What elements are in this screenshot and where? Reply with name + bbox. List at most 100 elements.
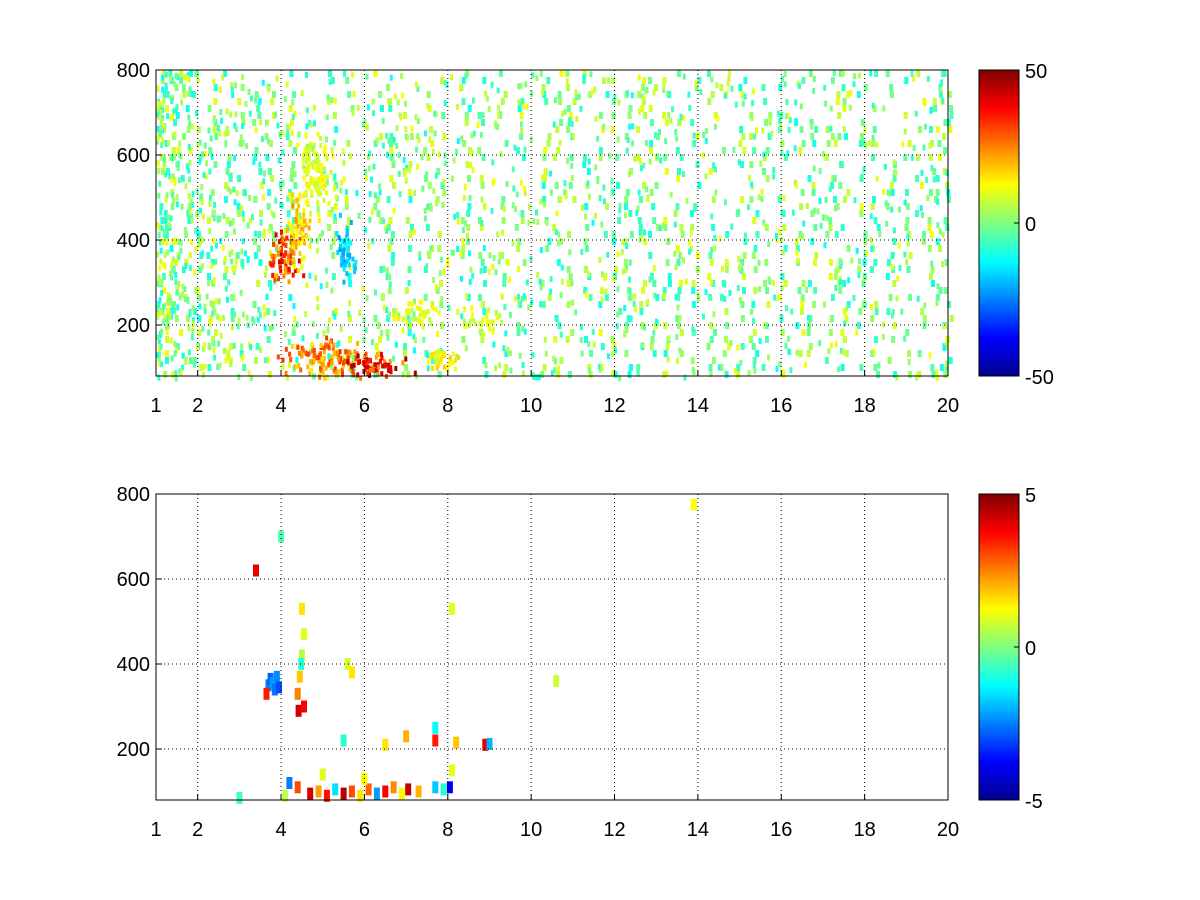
heatmap-cell bbox=[177, 254, 181, 261]
heatmap-cell bbox=[328, 70, 332, 77]
heatmap-cell bbox=[710, 213, 714, 220]
heatmap-cell bbox=[223, 273, 227, 280]
heatmap-cell bbox=[528, 203, 531, 210]
heatmap-cell bbox=[160, 225, 164, 232]
heatmap-cell bbox=[631, 140, 635, 147]
heatmap-cell bbox=[392, 207, 396, 214]
heatmap-cell bbox=[740, 315, 745, 322]
heatmap-cell bbox=[164, 350, 169, 357]
heatmap-cell bbox=[678, 315, 682, 322]
heatmap-cell bbox=[468, 278, 472, 285]
heatmap-cell bbox=[320, 356, 324, 362]
heatmap-cell bbox=[165, 324, 168, 331]
heatmap-cell bbox=[353, 263, 357, 269]
heatmap-cell bbox=[938, 91, 942, 97]
heatmap-cell bbox=[480, 196, 484, 203]
heatmap-cell bbox=[252, 301, 257, 308]
heatmap-cell bbox=[560, 264, 564, 271]
heatmap-cell bbox=[289, 253, 292, 259]
heatmap-cell bbox=[180, 283, 184, 290]
heatmap-cell bbox=[519, 82, 523, 89]
heatmap-cell bbox=[292, 264, 296, 270]
heatmap-cell bbox=[552, 154, 557, 161]
heatmap-cell bbox=[457, 354, 460, 360]
heatmap-cell bbox=[373, 787, 380, 800]
heatmap-cell bbox=[313, 177, 317, 183]
heatmap-cell bbox=[347, 91, 352, 98]
heatmap-cell bbox=[213, 329, 218, 336]
heatmap-cell bbox=[753, 367, 757, 374]
heatmap-cell bbox=[254, 147, 259, 154]
heatmap-cell bbox=[297, 258, 301, 264]
heatmap-cell bbox=[779, 236, 783, 243]
heatmap-cell bbox=[872, 126, 877, 133]
heatmap-cell bbox=[163, 210, 168, 217]
heatmap-cell bbox=[179, 239, 183, 246]
heatmap-cell bbox=[908, 252, 913, 259]
heatmap-cell bbox=[616, 251, 620, 258]
heatmap-cell bbox=[859, 364, 864, 371]
heatmap-cell bbox=[802, 220, 806, 227]
heatmap-cell bbox=[225, 108, 229, 115]
heatmap-cell bbox=[310, 342, 314, 348]
heatmap-cell bbox=[799, 103, 803, 110]
heatmap-cell bbox=[726, 80, 730, 87]
heatmap-cell bbox=[338, 246, 342, 252]
heatmap-cell bbox=[298, 602, 305, 615]
heatmap-cell bbox=[278, 265, 282, 271]
heatmap-cell bbox=[483, 280, 487, 287]
heatmap-cell bbox=[310, 192, 314, 198]
heatmap-cell bbox=[281, 180, 285, 187]
heatmap-cell bbox=[740, 301, 745, 308]
heatmap-cell bbox=[704, 173, 708, 180]
heatmap-cell bbox=[928, 154, 933, 161]
heatmap-cell bbox=[165, 91, 170, 98]
heatmap-cell bbox=[580, 350, 584, 357]
heatmap-cell bbox=[378, 336, 382, 343]
heatmap-cell bbox=[637, 189, 641, 196]
heatmap-cell bbox=[620, 249, 624, 256]
heatmap-cell bbox=[213, 201, 216, 208]
heatmap-cell bbox=[233, 82, 237, 89]
heatmap-cell bbox=[689, 245, 693, 252]
heatmap-cell bbox=[869, 213, 873, 220]
heatmap-cell bbox=[195, 344, 199, 351]
heatmap-cell bbox=[305, 143, 309, 150]
heatmap-cell bbox=[330, 77, 335, 84]
heatmap-cell bbox=[796, 257, 800, 264]
heatmap-cell bbox=[325, 281, 329, 288]
heatmap-cell bbox=[157, 274, 161, 281]
heatmap-cell bbox=[346, 140, 351, 147]
heatmap-cell bbox=[179, 77, 184, 84]
heatmap-cell bbox=[290, 228, 294, 234]
heatmap-cell bbox=[185, 163, 189, 170]
heatmap-cell bbox=[605, 203, 610, 210]
heatmap-cell bbox=[284, 370, 288, 376]
heatmap-cell bbox=[517, 293, 520, 300]
heatmap-cell bbox=[935, 300, 939, 307]
heatmap-cell bbox=[636, 205, 640, 212]
heatmap-cell bbox=[291, 129, 294, 136]
heatmap-cell bbox=[829, 125, 833, 132]
heatmap-cell bbox=[506, 346, 510, 353]
heatmap-cell bbox=[764, 336, 769, 343]
heatmap-cell bbox=[736, 285, 740, 291]
heatmap-cell bbox=[535, 75, 539, 82]
heatmap-cell bbox=[664, 168, 669, 175]
heatmap-cell bbox=[434, 360, 438, 366]
heatmap-cell bbox=[266, 357, 270, 364]
heatmap-cell bbox=[225, 217, 230, 224]
heatmap-cell bbox=[675, 358, 679, 364]
heatmap-cell bbox=[208, 194, 212, 201]
heatmap-cell bbox=[775, 232, 778, 239]
heatmap-cell bbox=[347, 262, 351, 268]
heatmap-cell bbox=[340, 256, 344, 262]
heatmap-cell bbox=[791, 209, 795, 216]
heatmap-cell bbox=[161, 136, 165, 143]
heatmap-cell bbox=[331, 353, 335, 359]
heatmap-cell bbox=[747, 175, 751, 181]
heatmap-cell bbox=[919, 182, 924, 189]
heatmap-cell bbox=[434, 172, 438, 179]
heatmap-cell bbox=[264, 133, 269, 140]
heatmap-cell bbox=[373, 203, 378, 210]
